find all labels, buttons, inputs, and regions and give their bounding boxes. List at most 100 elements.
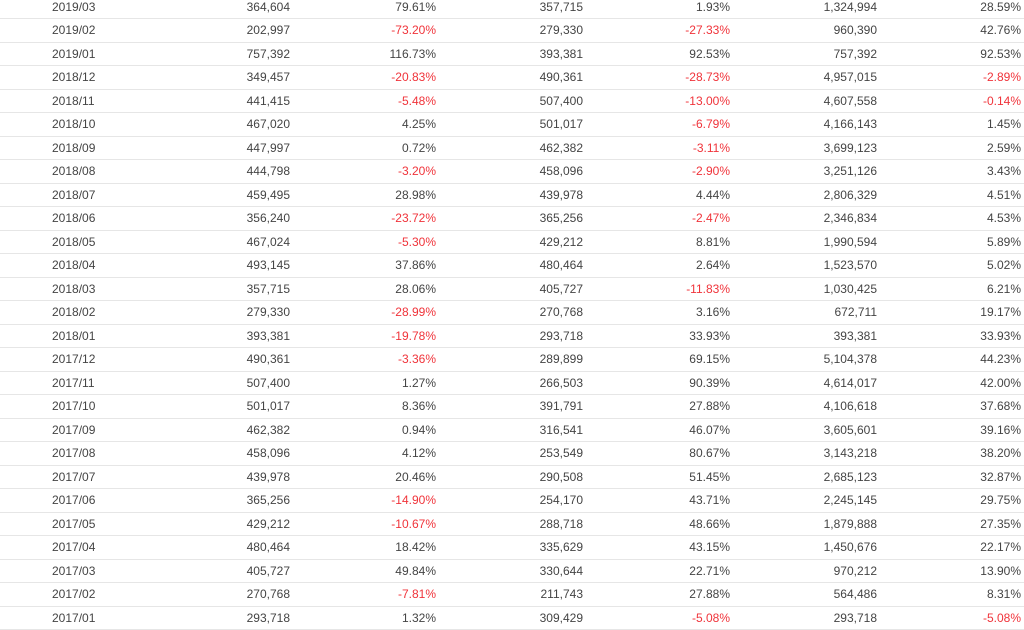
value-cell: 270,768 [483, 301, 583, 325]
month-cell: 2018/10 [52, 113, 122, 137]
change-percent-cell: 2.64% [630, 254, 730, 278]
table-row: 2017/09 462,382 0.94% 316,541 46.07% 3,6… [0, 419, 1024, 443]
value-cell: 458,096 [483, 160, 583, 184]
cumulative-value-cell: 1,450,676 [777, 536, 877, 560]
change-percent-cell: -10.67% [336, 513, 436, 537]
month-cell: 2019/02 [52, 19, 122, 43]
value-cell: 266,503 [483, 372, 583, 396]
cumulative-change-cell: 37.68% [921, 395, 1021, 419]
value-cell: 254,170 [483, 489, 583, 513]
cumulative-value-cell: 5,104,378 [777, 348, 877, 372]
change-percent-cell: 28.06% [336, 278, 436, 302]
change-percent-cell: -7.81% [336, 583, 436, 607]
month-cell: 2018/01 [52, 325, 122, 349]
cumulative-change-cell: 19.17% [921, 301, 1021, 325]
value-cell: 501,017 [190, 395, 290, 419]
change-percent-cell: -27.33% [630, 19, 730, 43]
cumulative-value-cell: 672,711 [777, 301, 877, 325]
change-percent-cell: 20.46% [336, 466, 436, 490]
value-cell: 356,240 [190, 207, 290, 231]
cumulative-value-cell: 4,106,618 [777, 395, 877, 419]
value-cell: 439,978 [483, 184, 583, 208]
value-cell: 462,382 [483, 137, 583, 161]
cumulative-value-cell: 2,806,329 [777, 184, 877, 208]
value-cell: 279,330 [190, 301, 290, 325]
change-percent-cell: 80.67% [630, 442, 730, 466]
change-percent-cell: 79.61% [336, 0, 436, 19]
month-cell: 2018/11 [52, 90, 122, 114]
month-cell: 2018/08 [52, 160, 122, 184]
change-percent-cell: 3.16% [630, 301, 730, 325]
change-percent-cell: 18.42% [336, 536, 436, 560]
value-cell: 405,727 [483, 278, 583, 302]
cumulative-change-cell: -5.08% [921, 607, 1021, 630]
month-cell: 2019/03 [52, 0, 122, 19]
table-row: 2018/06 356,240 -23.72% 365,256 -2.47% 2… [0, 207, 1024, 231]
change-percent-cell: 4.25% [336, 113, 436, 137]
change-percent-cell: -5.08% [630, 607, 730, 630]
change-percent-cell: 43.71% [630, 489, 730, 513]
change-percent-cell: -5.48% [336, 90, 436, 114]
change-percent-cell: 8.81% [630, 231, 730, 255]
cumulative-change-cell: 1.45% [921, 113, 1021, 137]
cumulative-change-cell: 5.02% [921, 254, 1021, 278]
value-cell: 364,604 [190, 0, 290, 19]
value-cell: 447,997 [190, 137, 290, 161]
value-cell: 335,629 [483, 536, 583, 560]
change-percent-cell: 90.39% [630, 372, 730, 396]
change-percent-cell: 1.27% [336, 372, 436, 396]
change-percent-cell: 1.32% [336, 607, 436, 630]
cumulative-change-cell: 3.43% [921, 160, 1021, 184]
table-row: 2018/10 467,020 4.25% 501,017 -6.79% 4,1… [0, 113, 1024, 137]
change-percent-cell: 116.73% [336, 43, 436, 67]
value-cell: 480,464 [190, 536, 290, 560]
month-cell: 2017/10 [52, 395, 122, 419]
cumulative-value-cell: 4,166,143 [777, 113, 877, 137]
change-percent-cell: 46.07% [630, 419, 730, 443]
cumulative-change-cell: 4.53% [921, 207, 1021, 231]
table-row: 2019/01 757,392 116.73% 393,381 92.53% 7… [0, 43, 1024, 67]
table-row: 2019/02 202,997 -73.20% 279,330 -27.33% … [0, 19, 1024, 43]
month-cell: 2017/09 [52, 419, 122, 443]
value-cell: 202,997 [190, 19, 290, 43]
change-percent-cell: -3.36% [336, 348, 436, 372]
value-cell: 357,715 [483, 0, 583, 19]
month-cell: 2018/04 [52, 254, 122, 278]
value-cell: 458,096 [190, 442, 290, 466]
value-cell: 393,381 [483, 43, 583, 67]
value-cell: 405,727 [190, 560, 290, 584]
change-percent-cell: 33.93% [630, 325, 730, 349]
value-cell: 467,020 [190, 113, 290, 137]
value-cell: 459,495 [190, 184, 290, 208]
value-cell: 757,392 [190, 43, 290, 67]
cumulative-value-cell: 293,718 [777, 607, 877, 630]
month-cell: 2017/07 [52, 466, 122, 490]
cumulative-value-cell: 1,324,994 [777, 0, 877, 19]
value-cell: 391,791 [483, 395, 583, 419]
value-cell: 490,361 [483, 66, 583, 90]
change-percent-cell: 4.12% [336, 442, 436, 466]
value-cell: 293,718 [190, 607, 290, 630]
cumulative-change-cell: -2.89% [921, 66, 1021, 90]
change-percent-cell: -73.20% [336, 19, 436, 43]
table-row: 2018/01 393,381 -19.78% 293,718 33.93% 3… [0, 325, 1024, 349]
change-percent-cell: -20.83% [336, 66, 436, 90]
value-cell: 507,400 [483, 90, 583, 114]
cumulative-change-cell: 42.00% [921, 372, 1021, 396]
table-row: 2018/05 467,024 -5.30% 429,212 8.81% 1,9… [0, 231, 1024, 255]
cumulative-value-cell: 1,990,594 [777, 231, 877, 255]
cumulative-value-cell: 393,381 [777, 325, 877, 349]
change-percent-cell: 27.88% [630, 395, 730, 419]
table-row: 2017/10 501,017 8.36% 391,791 27.88% 4,1… [0, 395, 1024, 419]
value-cell: 309,429 [483, 607, 583, 630]
value-cell: 501,017 [483, 113, 583, 137]
value-cell: 288,718 [483, 513, 583, 537]
month-cell: 2017/01 [52, 607, 122, 630]
value-cell: 467,024 [190, 231, 290, 255]
cumulative-value-cell: 4,607,558 [777, 90, 877, 114]
month-cell: 2017/11 [52, 372, 122, 396]
cumulative-change-cell: 6.21% [921, 278, 1021, 302]
month-cell: 2017/04 [52, 536, 122, 560]
cumulative-value-cell: 1,030,425 [777, 278, 877, 302]
